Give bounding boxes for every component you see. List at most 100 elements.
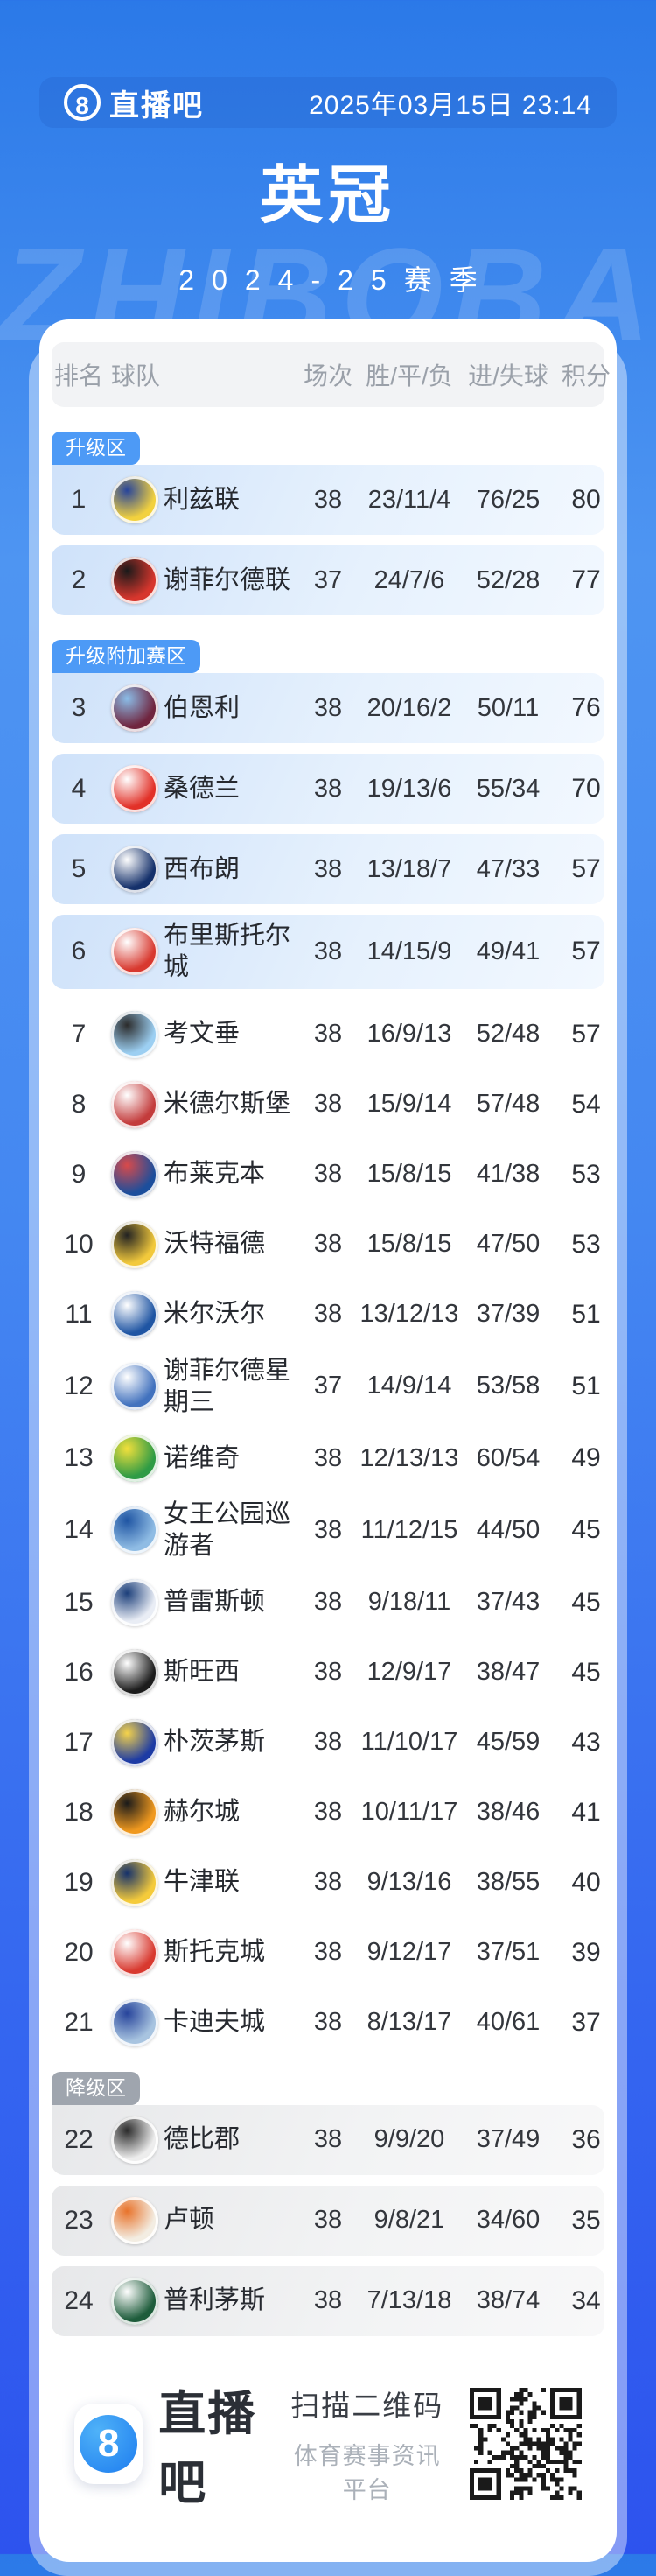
table-row: 16 斯旺西 38 12/9/17 38/47 45 bbox=[52, 1638, 604, 1708]
points: 43 bbox=[571, 1727, 601, 1757]
matches-played: 38 bbox=[313, 2008, 343, 2036]
goals-for-against: 37/39 bbox=[476, 1300, 541, 1328]
table-row: 12 谢菲尔德星期三 37 14/9/14 53/58 51 bbox=[52, 1350, 604, 1424]
col-wdl: 胜/平/负 bbox=[366, 362, 453, 390]
points: 53 bbox=[571, 1229, 601, 1259]
matches-played: 38 bbox=[313, 774, 343, 803]
qr-caption: 扫描二维码 bbox=[290, 2389, 444, 2422]
team-crest-icon bbox=[106, 2116, 164, 2164]
team-name: 伯恩利 bbox=[164, 693, 241, 722]
table-row: 24 普利茅斯 38 7/13/18 38/74 34 bbox=[52, 2265, 604, 2336]
goals-for-against: 47/50 bbox=[476, 1230, 541, 1258]
table-row: 8 米德尔斯堡 38 15/9/14 57/48 54 bbox=[52, 1070, 604, 1140]
goals-for-against: 37/43 bbox=[476, 1588, 541, 1616]
team-name: 卡迪夫城 bbox=[164, 2008, 266, 2037]
col-team: 球队 bbox=[111, 362, 161, 390]
table-header-row: 排名 球队 场次 胜/平/负 进/失球 积分 bbox=[52, 342, 611, 407]
points: 45 bbox=[571, 1587, 601, 1617]
table-row: 7 考文垂 38 16/9/13 52/48 57 bbox=[52, 1000, 604, 1070]
team-crest-icon bbox=[106, 1010, 164, 1058]
team-name: 斯托克城 bbox=[164, 1938, 266, 1967]
goals-for-against: 41/38 bbox=[476, 1160, 541, 1188]
goals-for-against: 57/48 bbox=[476, 1090, 541, 1118]
team-rank: 19 bbox=[64, 1867, 94, 1897]
zhibo8-logo-label: 直播吧 bbox=[109, 88, 204, 123]
table-row: 18 赫尔城 38 10/11/17 38/46 41 bbox=[52, 1778, 604, 1848]
team-crest-icon bbox=[106, 2277, 164, 2325]
team-crest-icon bbox=[106, 1928, 164, 1976]
page-title: 英冠 bbox=[259, 161, 396, 231]
team-name: 斯旺西 bbox=[164, 1658, 241, 1687]
team-rank: 13 bbox=[64, 1443, 94, 1472]
points: 45 bbox=[571, 1515, 601, 1545]
win-draw-loss: 15/8/15 bbox=[366, 1230, 452, 1258]
team-crest-icon bbox=[106, 1220, 164, 1268]
matches-played: 38 bbox=[313, 1515, 343, 1544]
matches-played: 38 bbox=[313, 1443, 343, 1472]
matches-played: 38 bbox=[313, 1658, 343, 1686]
team-rank: 15 bbox=[64, 1587, 94, 1617]
goals-for-against: 38/47 bbox=[476, 1658, 541, 1686]
team-name: 考文垂 bbox=[164, 1020, 241, 1049]
goals-for-against: 47/33 bbox=[476, 854, 541, 883]
zhibo8-8-icon: 8 bbox=[64, 84, 101, 121]
team-crest-icon bbox=[106, 1578, 164, 1626]
points: 77 bbox=[571, 565, 601, 594]
zhibo8-8-icon: 8 bbox=[80, 2414, 138, 2473]
goals-for-against: 38/74 bbox=[476, 2286, 541, 2314]
matches-played: 38 bbox=[313, 2125, 343, 2153]
matches-played: 38 bbox=[313, 1020, 343, 1048]
team-name: 布里斯托尔城 bbox=[164, 922, 291, 982]
table-row: 14 女王公园巡游者 38 11/12/15 44/50 45 bbox=[52, 1493, 604, 1568]
win-draw-loss: 9/13/16 bbox=[366, 1868, 452, 1896]
team-rank: 3 bbox=[71, 693, 87, 722]
goals-for-against: 50/11 bbox=[477, 693, 540, 722]
qr-code-icon bbox=[470, 2377, 582, 2509]
matches-played: 38 bbox=[313, 1728, 343, 1756]
matches-played: 38 bbox=[313, 854, 343, 883]
matches-played: 38 bbox=[313, 2286, 343, 2314]
team-crest-icon bbox=[106, 1080, 164, 1128]
team-crest-icon bbox=[106, 1788, 164, 1836]
table-card-wrap: 排名 球队 场次 胜/平/负 进/失球 积分 升级区 1 利兹联 38 23/11/4 7… bbox=[29, 319, 627, 2576]
matches-played: 38 bbox=[313, 1090, 343, 1118]
goals-for-against: 76/25 bbox=[476, 485, 541, 514]
matches-played: 38 bbox=[313, 937, 343, 965]
team-rank: 1 bbox=[71, 485, 87, 514]
footer: 8 直播吧 扫描二维码 体育赛事资讯平台 bbox=[52, 2352, 604, 2562]
team-name: 谢菲尔德星期三 bbox=[164, 1356, 291, 1416]
team-name: 米尔沃尔 bbox=[164, 1300, 266, 1329]
col-played: 场次 bbox=[303, 362, 352, 390]
win-draw-loss: 15/9/14 bbox=[366, 1090, 452, 1118]
goals-for-against: 52/48 bbox=[476, 1020, 541, 1048]
team-rank: 8 bbox=[71, 1089, 87, 1119]
points: 51 bbox=[571, 1299, 601, 1329]
table-row: 21 卡迪夫城 38 8/13/17 40/61 37 bbox=[52, 1988, 604, 2058]
table-row: 11 米尔沃尔 38 13/12/13 37/39 51 bbox=[52, 1280, 604, 1350]
win-draw-loss: 9/8/21 bbox=[373, 2206, 445, 2234]
team-crest-icon bbox=[106, 846, 164, 893]
zone-badge: 升级附加赛区 bbox=[52, 640, 200, 673]
team-crest-icon bbox=[106, 684, 164, 732]
col-rank: 排名 bbox=[53, 362, 103, 390]
table-row: 5 西布朗 38 13/18/7 47/33 57 bbox=[52, 834, 604, 904]
datetime-label: 2025年03月15日 23:14 bbox=[309, 91, 592, 120]
team-rank: 16 bbox=[64, 1657, 94, 1687]
win-draw-loss: 11/10/17 bbox=[360, 1728, 458, 1756]
win-draw-loss: 14/9/14 bbox=[366, 1372, 452, 1400]
points: 51 bbox=[571, 1371, 601, 1400]
goals-for-against: 40/61 bbox=[476, 2008, 541, 2036]
win-draw-loss: 20/16/2 bbox=[366, 693, 452, 722]
zone-badge: 降级区 bbox=[52, 2071, 140, 2105]
team-rank: 5 bbox=[71, 854, 87, 883]
matches-played: 38 bbox=[313, 1230, 343, 1258]
table-row: 1 利兹联 38 23/11/4 76/25 80 bbox=[52, 465, 604, 535]
team-crest-icon bbox=[106, 476, 164, 523]
team-name: 女王公园巡游者 bbox=[164, 1500, 291, 1561]
points: 41 bbox=[571, 1797, 601, 1827]
matches-played: 37 bbox=[313, 1372, 343, 1400]
points: 49 bbox=[571, 1443, 601, 1472]
win-draw-loss: 7/13/18 bbox=[366, 2286, 452, 2314]
points: 45 bbox=[571, 1657, 601, 1687]
team-rank: 11 bbox=[65, 1299, 93, 1329]
